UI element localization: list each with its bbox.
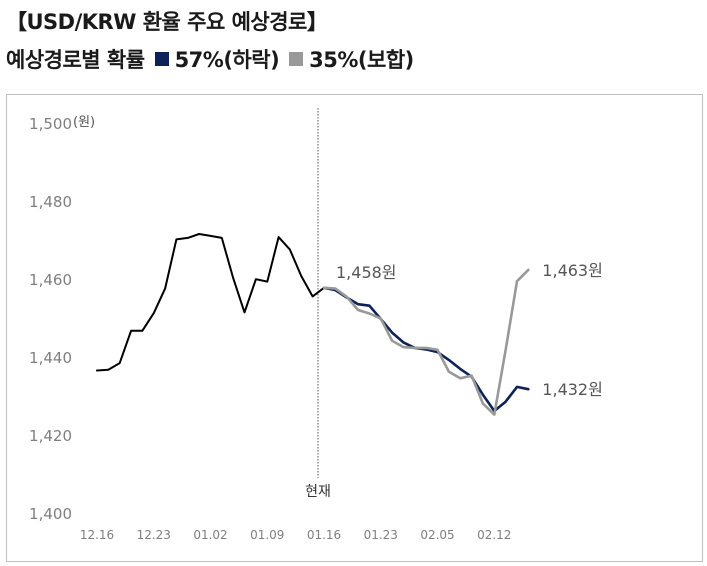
history-line: [96, 233, 325, 372]
legend: 예상경로별 확률 57%(하락) 35%(보합): [6, 44, 414, 74]
legend-prefix: 예상경로별 확률: [6, 48, 145, 72]
start-value-label: 1,458원: [336, 263, 397, 282]
x-tick-label: 01.02: [193, 528, 227, 542]
y-tick-label: 1,440: [29, 349, 72, 367]
chart-frame: [6, 94, 703, 562]
end-label-flat: 1,463원: [542, 261, 603, 280]
y-tick-label: 1,400: [29, 505, 72, 523]
y-tick-label: 1,420: [29, 427, 72, 445]
x-tick-label: 12.23: [137, 528, 171, 542]
legend-label-decline: 57%(하락): [174, 48, 280, 72]
y-tick-label: 1,460: [29, 271, 72, 289]
now-label: 현재: [305, 484, 331, 500]
x-tick-label: 01.16: [307, 528, 341, 542]
x-tick-label: 01.09: [250, 528, 284, 542]
x-tick-label: 12.16: [80, 528, 114, 542]
end-label-decline: 1,432원: [542, 380, 603, 399]
y-tick-label: 1,480: [29, 193, 72, 211]
legend-swatch-decline: [154, 52, 169, 66]
chart-title: 【USD/KRW 환율 주요 예상경로】: [6, 10, 328, 34]
x-tick-label: 02.05: [420, 528, 454, 542]
forecast-line-2: [322, 268, 530, 416]
legend-label-flat: 35%(보합): [309, 48, 414, 72]
legend-swatch-flat: [289, 52, 304, 66]
y-unit-label: (원): [73, 115, 95, 130]
x-tick-label: 01.23: [364, 528, 398, 542]
x-tick-label: 02.12: [477, 528, 511, 542]
y-tick-label: 1,500: [29, 115, 72, 133]
